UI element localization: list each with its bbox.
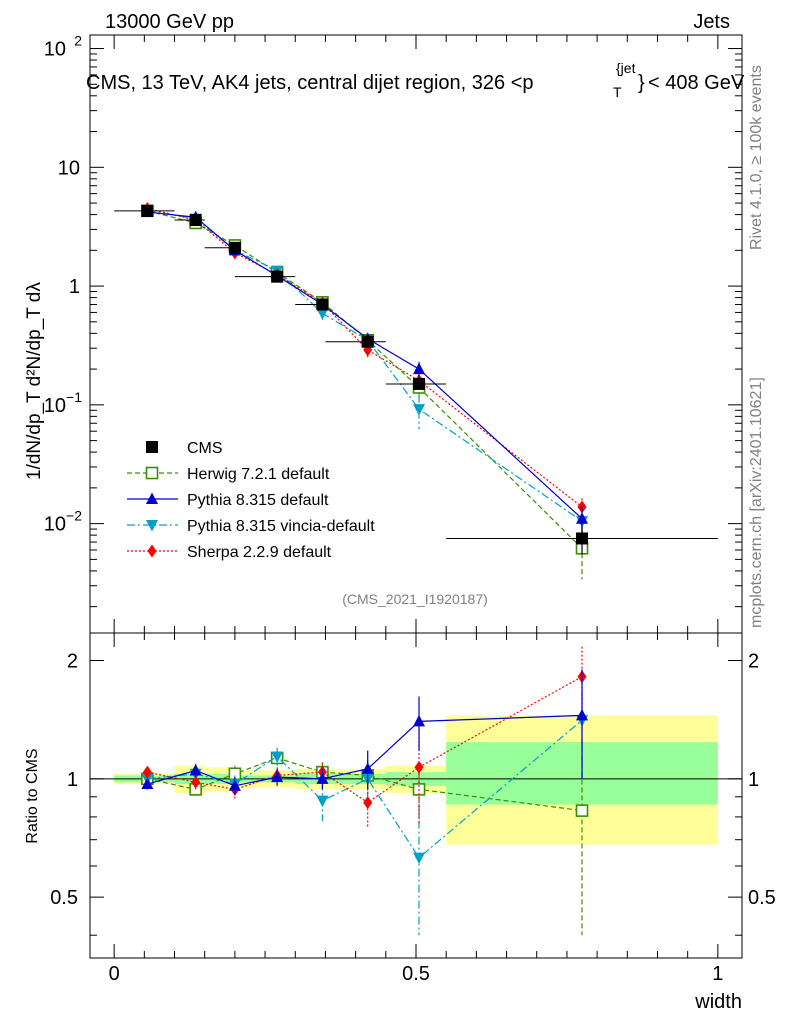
- main-plot-frame: [89, 34, 743, 634]
- main-title: CMS, 13 TeV, AK4 jets, central dijet reg…: [86, 60, 745, 100]
- x-tick-label: 0: [109, 963, 120, 985]
- ratio-y-tick-label-right: 2: [748, 651, 759, 673]
- legend-herwig-marker: [145, 466, 159, 480]
- main-cms-point: [316, 298, 329, 311]
- ratio-y-tick-label-left: 1: [67, 769, 78, 791]
- main-pythia-point: [576, 512, 589, 524]
- main-y-tick-label: 10: [44, 514, 66, 536]
- analysis-id-label: (CMS_2021_I1920187): [342, 591, 488, 607]
- ratio-y-axis-label: Ratio to CMS: [24, 748, 41, 843]
- legend-sherpa-marker: [147, 544, 157, 558]
- main-pythia-point: [413, 362, 426, 375]
- legend-vincia-marker: [146, 520, 158, 532]
- legend-herwig-label: Herwig 7.2.1 default: [187, 466, 330, 483]
- ratio-sherpa-point: [142, 765, 152, 779]
- mcplots-reference-text: mcplots.cern.ch [arXiv:2401.10621]: [748, 377, 765, 628]
- main-title-brace: }: [638, 72, 645, 94]
- main-cms-point: [413, 377, 426, 390]
- main-cms-point: [576, 532, 589, 545]
- legend-pythia-marker: [146, 492, 158, 504]
- main-cms-point: [141, 204, 154, 217]
- legend-vincia-label: Pythia 8.315 vincia-default: [187, 518, 375, 535]
- main-y-tick-label: 10: [58, 157, 80, 179]
- main-y-tick-exponent: −1: [66, 389, 82, 405]
- ratio-y-tick-label-left: 0.5: [50, 887, 78, 909]
- ratio-sherpa-point: [191, 775, 201, 789]
- ratio-pythia-point: [413, 714, 426, 727]
- ratio-vincia-point: [413, 852, 426, 865]
- ratio-pythia-point: [361, 762, 374, 774]
- main-vincia-line: [147, 210, 583, 522]
- ratio-plot: 2 2 1 1 0.5 0.5 0 0.5 1: [50, 632, 776, 985]
- ratio-pythia-point: [228, 779, 241, 791]
- ratio-sherpa-series: [142, 646, 587, 828]
- main-pythia-line: [147, 211, 583, 520]
- ratio-pythia-point: [141, 777, 154, 790]
- ratio-pythia-point: [316, 772, 329, 784]
- legend-sherpa-label: Sherpa 2.2.9 default: [187, 544, 332, 561]
- ratio-pythia-line: [147, 714, 583, 787]
- main-y-tick-exponent: −2: [66, 508, 82, 524]
- ratio-pythia-point: [189, 763, 202, 776]
- legend-cms-label: CMS: [187, 440, 223, 457]
- x-tick-label: 0.5: [402, 963, 430, 985]
- main-y-tick-label: 10: [44, 39, 66, 61]
- ratio-axis-ticks: 2 2 1 1 0.5 0.5 0 0.5 1: [50, 633, 776, 985]
- main-title-text: CMS, 13 TeV, AK4 jets, central dijet reg…: [86, 72, 534, 94]
- ratio-pythia-series: [141, 669, 589, 795]
- main-vincia-point: [413, 404, 426, 416]
- main-title-superscript: {jet: [616, 60, 636, 76]
- ratio-herwig-point: [575, 804, 589, 817]
- x-tick-label: 1: [712, 963, 723, 985]
- ratio-pythia-point: [271, 770, 284, 783]
- ratio-y-tick-label-right: 0.5: [748, 887, 776, 909]
- header-right: Jets: [693, 11, 730, 33]
- ratio-y-tick-label-right: 1: [748, 769, 759, 791]
- ratio-vincia-point: [271, 751, 284, 763]
- main-cms-point: [361, 335, 374, 348]
- main-y-axis-label: 1/dN/dp_T d²N/dp_T dλ: [24, 282, 45, 480]
- main-herwig-line: [147, 210, 583, 549]
- rivet-version-text: Rivet 4.1.0, ≥ 100k events: [748, 65, 765, 250]
- ratio-herwig-line: [147, 757, 583, 812]
- main-y-tick-label: 10: [44, 395, 66, 417]
- ratio-uncertainty-bands: [114, 715, 718, 845]
- main-cms-series: [114, 204, 718, 555]
- main-vincia-point: [316, 308, 329, 320]
- header-left: 13000 GeV pp: [105, 11, 234, 33]
- main-title-subscript: T: [613, 84, 622, 100]
- main-y-tick-exponent: 2: [74, 33, 82, 49]
- main-y-tick-label: 1: [69, 276, 80, 298]
- legend: CMS Herwig 7.2.1 default Pythia 8.315 defa…: [127, 440, 375, 561]
- main-cms-point: [189, 214, 202, 227]
- x-axis-label: width: [694, 991, 742, 1013]
- ratio-series-group: [141, 646, 589, 936]
- main-cms-point: [271, 270, 284, 283]
- main-series-group: [114, 201, 718, 580]
- main-sherpa-line: [147, 207, 583, 508]
- ratio-vincia-point: [316, 795, 329, 808]
- main-cms-point: [228, 241, 241, 254]
- main-title-end: < 408 GeV: [648, 72, 745, 94]
- legend-cms-marker: [146, 441, 158, 453]
- ratio-y-tick-label-left: 2: [67, 651, 78, 673]
- ratio-sherpa-point: [414, 760, 424, 774]
- ratio-sherpa-point: [363, 796, 373, 810]
- ratio-pythia-point: [576, 708, 589, 721]
- ratio-sherpa-line: [147, 676, 583, 804]
- legend-pythia-label: Pythia 8.315 default: [187, 492, 329, 509]
